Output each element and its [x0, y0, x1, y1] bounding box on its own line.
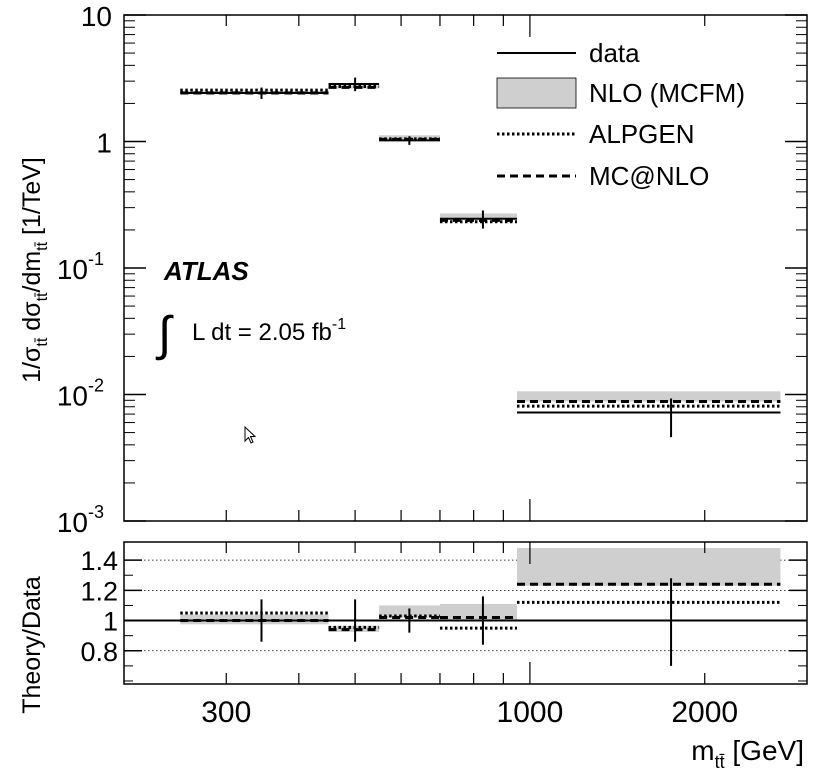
y-tick-label-4: 10-3 — [57, 502, 104, 538]
ratio-data-points — [124, 578, 807, 666]
ratio-nlo-band-bin-1 — [328, 625, 380, 632]
legend-label-2: ALPGEN — [589, 119, 695, 149]
x-axis-label: mtt̄ [GeV] — [691, 735, 804, 772]
main-panel: 10 1 10-1 10-2 10-3 data NLO (MCFM) ALPGEN MC@N… — [18, 1, 808, 538]
ratio-y-axis-ticks: 0.811.21.4 — [80, 546, 807, 682]
x-tick-label-2: 2000 — [671, 696, 738, 729]
prediction-lines — [180, 82, 781, 414]
y-axis-label-top: 1/σtt̄ dσtt̄/dmtt̄ [1/TeV] — [18, 157, 51, 383]
y-axis-label-ratio: Theory/Data — [18, 576, 46, 714]
lumi-exponent: -1 — [332, 316, 346, 333]
integral-sign: ∫ — [155, 308, 174, 361]
ratio-y-tick-label-2: 1.2 — [80, 576, 118, 606]
legend-label-0: data — [589, 38, 640, 68]
ratio-nlo-band-bin-4 — [516, 548, 781, 586]
ratio-nlo-band-bin-0 — [180, 614, 329, 625]
y-tick-label-3: 10-2 — [57, 376, 104, 412]
nlo-band-bin-4 — [516, 391, 781, 402]
mouse-cursor-icon — [244, 425, 257, 444]
legend-label-3: MC@NLO — [589, 161, 709, 191]
y-tick-label-1: 1 — [96, 128, 112, 159]
x-tick-label-1: 1000 — [497, 696, 564, 729]
ratio-y-tick-label-3: 1.4 — [80, 546, 118, 576]
ratio-y-tick-label-1: 1 — [103, 607, 118, 637]
data-points — [260, 77, 673, 438]
legend-label-1: NLO (MCFM) — [589, 78, 745, 108]
y-axis-ticks: 10 1 10-1 10-2 10-3 — [57, 1, 807, 538]
ratio-panel: 0.811.21.4 300 1000 2000 Theory/Data mtt̄ … — [18, 541, 808, 772]
main-panel-frame — [123, 14, 808, 522]
legend-swatch-nlo — [496, 77, 577, 109]
nlo-band-bin-3 — [439, 213, 517, 219]
x-axis-ticks-top-panel — [225, 15, 706, 521]
experiment-label: ATLAS — [163, 256, 249, 286]
y-tick-label-0: 10 — [81, 1, 112, 32]
y-tick-label-2: 10-1 — [57, 249, 104, 285]
legend: data NLO (MCFM) ALPGEN MC@NLO — [496, 38, 745, 191]
lumi-label: L dt = 2.05 fb-1 — [192, 316, 346, 346]
ratio-y-tick-label-0: 0.8 — [80, 637, 118, 667]
x-tick-label-0: 300 — [201, 696, 251, 729]
x-axis-ticks: 300 1000 2000 — [201, 542, 738, 729]
